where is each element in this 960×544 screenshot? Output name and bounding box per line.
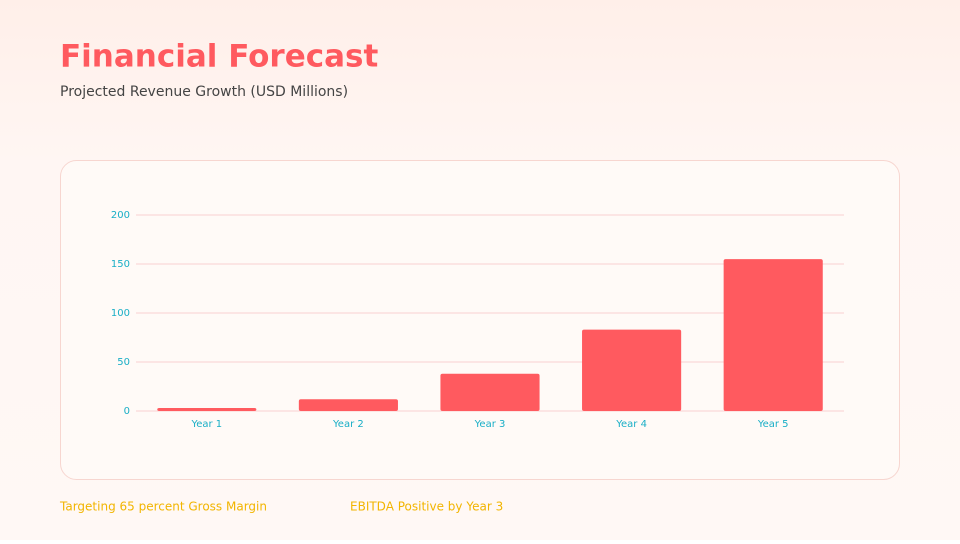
x-tick-label: Year 3 [474,419,506,430]
bar [298,399,398,411]
y-tick-label: 150 [111,259,130,270]
bar [582,329,682,411]
subtitle: Projected Revenue Growth (USD Millions) [60,84,348,100]
plot-area: 0 50 100 150 200 Year 1 Year 2 Year 3 Year 4 Year… [111,210,844,430]
note: EBITDA Positive by Year 3 [350,500,503,514]
x-tick-label: Year 2 [332,419,364,430]
x-tick-label: Year 1 [190,419,222,430]
chart-card [60,160,900,480]
bar [723,259,823,411]
title: Financial Forecast [60,39,378,75]
y-tick-label: 0 [124,406,130,417]
y-tick-label: 200 [111,210,130,221]
x-tick-label: Year 4 [615,419,647,430]
y-tick-label: 100 [111,308,130,319]
bar [440,373,540,411]
note: Targeting 65 percent Gross Margin [59,500,267,514]
x-tick-label: Year 5 [757,419,789,430]
bar [157,408,257,411]
y-tick-label: 50 [117,357,130,368]
